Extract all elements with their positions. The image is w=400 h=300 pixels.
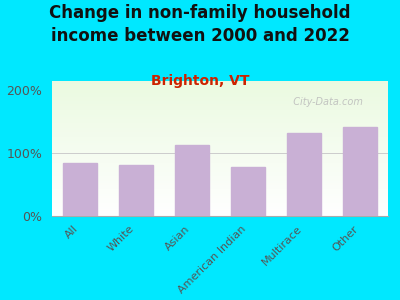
Bar [287, 133, 321, 216]
Text: Brighton, VT: Brighton, VT [151, 74, 249, 88]
Bar [231, 167, 265, 216]
Text: Change in non-family household
income between 2000 and 2022: Change in non-family household income be… [49, 4, 351, 45]
Bar [175, 145, 209, 216]
Bar [63, 163, 97, 216]
Text: City-Data.com: City-Data.com [287, 97, 363, 107]
Bar [119, 164, 153, 216]
Bar [343, 127, 377, 216]
